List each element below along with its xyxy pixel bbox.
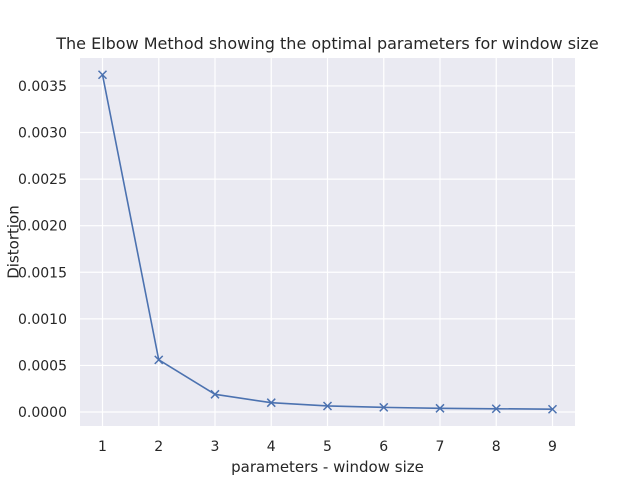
data-point-marker — [491, 404, 501, 414]
data-point-marker — [154, 355, 164, 365]
x-tick-label: 7 — [436, 439, 445, 455]
x-tick-label: 9 — [548, 439, 557, 455]
data-point-marker — [266, 398, 276, 408]
y-tick-label: 0.0000 — [18, 405, 67, 421]
series-layer — [97, 70, 558, 414]
chart-title: The Elbow Method showing the optimal par… — [55, 34, 599, 53]
data-point-marker — [435, 403, 445, 413]
data-point-marker — [210, 389, 220, 399]
data-point-marker — [97, 70, 108, 80]
x-tick-label: 6 — [379, 439, 388, 455]
x-tick-label: 2 — [154, 439, 163, 455]
x-tick-label: 5 — [323, 439, 332, 455]
x-tick-label: 8 — [492, 439, 501, 455]
x-axis-label: parameters - window size — [231, 458, 424, 476]
y-tick-label: 0.0035 — [18, 79, 67, 95]
y-tick-label: 0.0020 — [18, 219, 67, 235]
y-tick-label: 0.0015 — [18, 265, 67, 281]
x-tick-label: 4 — [267, 439, 276, 455]
y-tick-label: 0.0025 — [18, 172, 67, 188]
y-tick-label: 0.0010 — [18, 312, 67, 328]
data-point-marker — [379, 402, 389, 412]
y-tick-label: 0.0030 — [18, 126, 67, 142]
y-tick-label: 0.0005 — [18, 358, 67, 374]
tick-labels: 1 2 3 4 5 6 7 8 9 0.0000 0.0005 0.0010 0.0015 0.0020 0… — [18, 79, 557, 455]
x-tick-label: 3 — [211, 439, 220, 455]
data-point-marker — [547, 404, 558, 414]
x-tick-label: 1 — [98, 439, 107, 455]
data-point-marker — [322, 401, 333, 411]
y-axis-label: Distortion — [4, 205, 22, 279]
